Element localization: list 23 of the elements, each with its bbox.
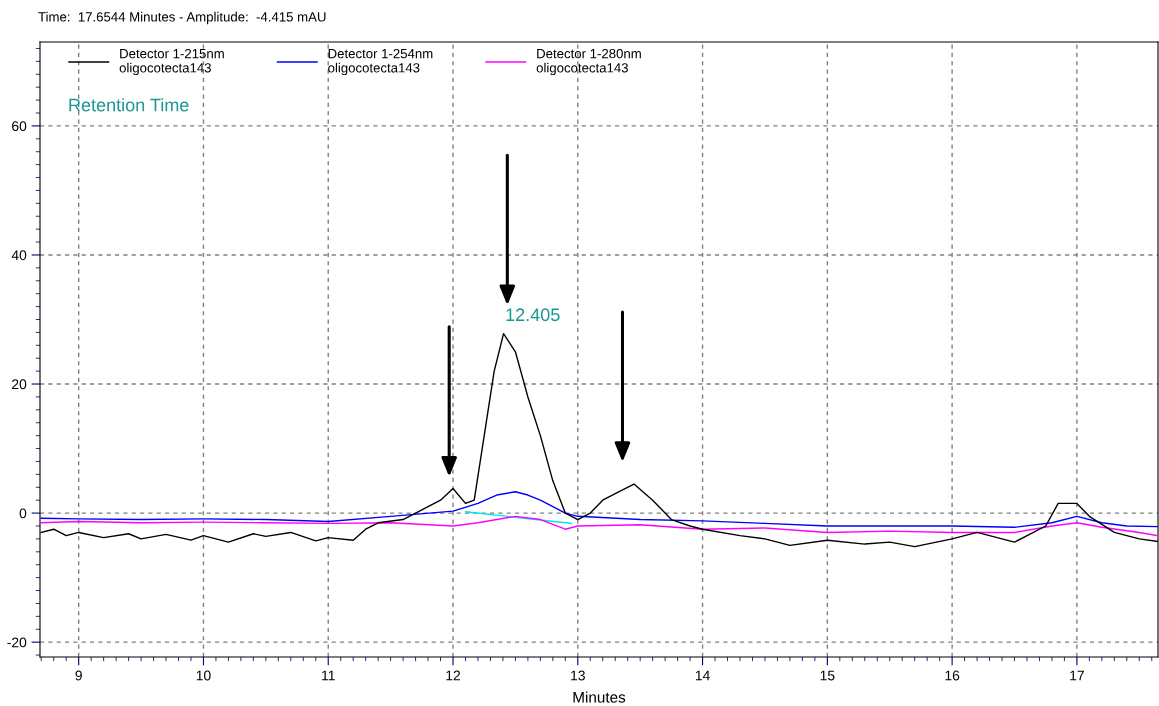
x-tick-label: 9	[75, 670, 82, 681]
x-tick-label: 15	[820, 670, 835, 681]
y-tick-label: 60	[12, 121, 27, 132]
line-series	[40, 491, 1158, 528]
annotation: Retention Time	[69, 98, 189, 112]
x-axis-title: Minutes	[573, 691, 626, 703]
y-tick-label: -20	[7, 637, 27, 648]
y-tick-label: 40	[11, 250, 27, 261]
legend-label: Detector 1-254nm oligocotecta143	[328, 48, 433, 76]
line-series	[40, 515, 1158, 537]
x-tick-label: 12	[446, 670, 461, 681]
chart-title: Time: 17.6544 Minutes - Amplitude: -4.415 mAU	[38, 11, 326, 25]
legend-label: Detector 1-215nm oligocotecta143	[119, 48, 224, 76]
y-tick-label: 0	[19, 508, 27, 519]
x-tick-label: 16	[945, 670, 960, 681]
x-tick-label: 13	[571, 670, 585, 681]
x-tick-label: 11	[322, 670, 335, 681]
annotation: 12.405	[506, 308, 560, 322]
legend-label: Detector 1-280nm oligocotecta143	[536, 48, 641, 76]
x-tick-label: 14	[695, 670, 710, 681]
y-tick-label: 20	[12, 379, 27, 390]
x-tick-label: 17	[1070, 670, 1084, 681]
x-tick-label: 10	[196, 670, 211, 681]
